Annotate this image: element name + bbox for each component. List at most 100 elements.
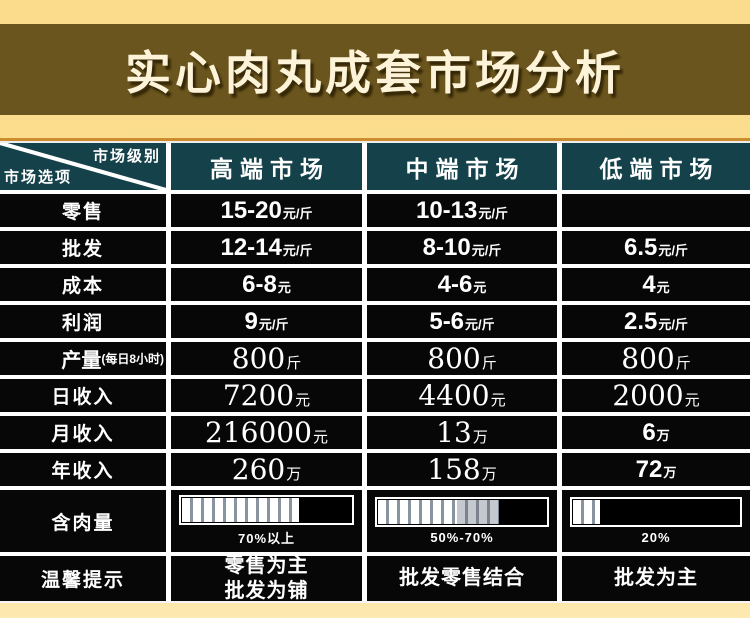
title-banner: 实心肉丸成套市场分析 — [0, 24, 750, 115]
profit-highend-cell: 9元/斤 — [171, 305, 362, 338]
value: 12-14 — [220, 233, 282, 261]
value: 15-20 — [220, 196, 282, 224]
meat-bar-lowend: 20% — [562, 490, 750, 552]
unit: 元 — [312, 429, 328, 446]
row-label-text: 日收入 — [51, 387, 115, 408]
progress-bar — [179, 495, 354, 525]
yearly-income-midend-cell: 158万 — [367, 453, 557, 486]
monthly-income-lowend-cell: 6万 — [562, 416, 750, 449]
cost-lowend-cell: 4元 — [562, 268, 750, 301]
row-label-text: 年收入 — [51, 461, 115, 482]
wholesale-lowend-cell: 6.5元/斤 — [562, 231, 750, 264]
cost-highend-cell: 6-8元 — [171, 268, 362, 301]
tip-line: 零售为主 — [224, 556, 309, 577]
profit-midend-cell: 5-6元/斤 — [367, 305, 557, 338]
unit: 万 — [656, 427, 670, 443]
row-label-note: (每日8小时) — [101, 352, 164, 366]
retail-highend-cell: 15-20元/斤 — [171, 194, 362, 227]
unit: 元/斤 — [658, 316, 688, 332]
daily-income-lowend-cell: 2000元 — [562, 379, 750, 412]
row-label-text: 成本 — [61, 276, 104, 297]
tip-line: 批发为主 — [614, 567, 698, 589]
row-label-text: 产量 — [61, 350, 102, 372]
value: 72 — [635, 455, 663, 483]
value: 260 — [231, 453, 286, 486]
unit: 元 — [656, 279, 670, 295]
column-header-highend: 高端市场 — [171, 143, 362, 190]
unit: 元/斤 — [471, 242, 502, 258]
unit: 万 — [663, 464, 677, 480]
row-label-daily-income: 日收入 — [0, 379, 166, 412]
row-label-tips: 温馨提示 — [0, 556, 166, 601]
monthly-income-midend-cell: 13万 — [367, 416, 557, 449]
row-label-text: 温馨提示 — [40, 570, 125, 591]
yearly-income-highend-cell: 260万 — [171, 453, 362, 486]
output-lowend-cell: 800斤 — [562, 342, 750, 375]
value: 2000 — [612, 379, 684, 412]
unit: 斤 — [286, 355, 302, 372]
row-label-text: 含肉量 — [51, 512, 115, 534]
value: 6 — [642, 418, 656, 446]
value: 216000 — [205, 416, 312, 449]
value: 2.5 — [624, 307, 658, 335]
value: 9 — [244, 307, 258, 335]
row-label-monthly-income: 月收入 — [0, 416, 166, 449]
bar-caption: 20% — [641, 530, 671, 545]
progress-bar — [375, 497, 549, 527]
unit: 斤 — [481, 355, 497, 372]
progress-bar — [570, 497, 742, 527]
row-label-yearly-income: 年收入 — [0, 453, 166, 486]
row-label-text: 批发 — [61, 239, 104, 260]
value: 800 — [427, 342, 481, 375]
meat-bar-highend: 70%以上 — [171, 490, 362, 552]
cost-midend-cell: 4-6元 — [367, 268, 557, 301]
output-highend-cell: 800斤 — [171, 342, 362, 375]
corner-label-market-level: 市场级别 — [92, 148, 161, 165]
value: 4 — [642, 270, 656, 298]
daily-income-highend-cell: 7200元 — [171, 379, 362, 412]
column-header-lowend: 低端市场 — [562, 143, 750, 190]
table-grid: 市场级别 市场选项 高端市场 中端市场 低端市场 零售 15-20元/斤 10-… — [0, 141, 750, 603]
row-label-wholesale: 批发 — [0, 231, 166, 264]
diagonal-line — [0, 143, 166, 190]
corner-header-cell: 市场级别 市场选项 — [0, 143, 166, 190]
bar-fill-fade — [456, 500, 499, 524]
divider-line — [0, 138, 750, 141]
market-analysis-table: 市场级别 市场选项 高端市场 中端市场 低端市场 零售 15-20元/斤 10-… — [0, 138, 750, 603]
value: 5-6 — [429, 307, 465, 335]
profit-lowend-cell: 2.5元/斤 — [562, 305, 750, 338]
unit: 元 — [473, 279, 487, 295]
unit: 元/斤 — [658, 242, 688, 258]
tip-line: 批发为铺 — [224, 579, 309, 602]
unit: 元/斤 — [465, 316, 495, 332]
value: 4-6 — [437, 270, 473, 298]
unit: 元/斤 — [478, 205, 508, 221]
row-label-text: 零售 — [61, 202, 104, 223]
wholesale-highend-cell: 12-14元/斤 — [171, 231, 362, 264]
corner-label-market-option: 市场选项 — [4, 169, 73, 186]
value: 6.5 — [624, 233, 658, 261]
bar-caption: 50%-70% — [430, 530, 494, 545]
retail-lowend-cell — [562, 194, 750, 227]
row-label-meat-content: 含肉量 — [0, 490, 166, 552]
daily-income-midend-cell: 4400元 — [367, 379, 557, 412]
yearly-income-lowend-cell: 72万 — [562, 453, 750, 486]
row-label-retail: 零售 — [0, 194, 166, 227]
unit: 元/斤 — [282, 205, 313, 221]
bar-caption: 70%以上 — [237, 531, 296, 546]
bar-fill — [378, 500, 457, 524]
output-midend-cell: 800斤 — [367, 342, 557, 375]
unit: 元/斤 — [282, 242, 313, 258]
meat-bar-midend: 50%-70% — [367, 490, 557, 552]
wholesale-midend-cell: 8-10元/斤 — [367, 231, 557, 264]
row-label-output: 产量 (每日8小时) — [0, 342, 166, 375]
page-title: 实心肉丸成套市场分析 — [125, 45, 625, 100]
row-label-text: 月收入 — [51, 424, 115, 445]
row-label-text: 利润 — [61, 313, 104, 334]
unit: 元 — [684, 392, 700, 409]
unit: 万 — [286, 466, 302, 483]
value: 7200 — [222, 379, 295, 412]
column-header-midend: 中端市场 — [367, 143, 557, 190]
unit: 万 — [481, 466, 497, 483]
